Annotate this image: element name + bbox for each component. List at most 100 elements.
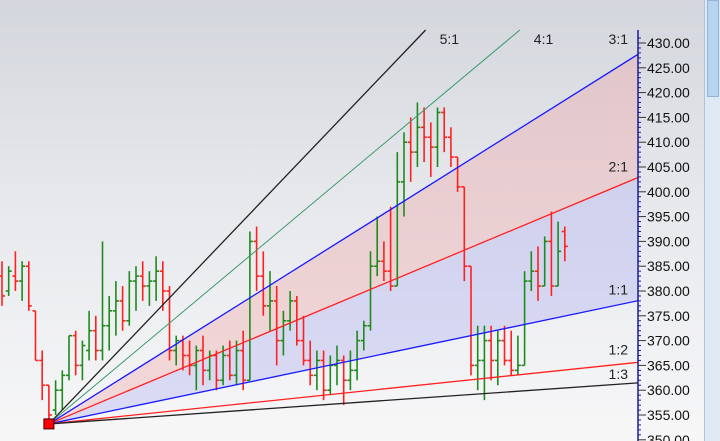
gann-label-5x1: 5:1	[440, 31, 460, 47]
ohlc-bar	[32, 310, 39, 362]
ohlc-bar	[119, 286, 126, 331]
y-tick-label: 360.00	[647, 382, 690, 398]
ohlc-bar	[92, 315, 99, 361]
ohlc-bar	[200, 335, 206, 386]
ohlc-bar	[25, 261, 32, 311]
ohlc-bar	[514, 335, 521, 376]
ohlc-bar	[360, 320, 367, 351]
y-tick-label: 370.00	[647, 333, 690, 349]
ohlc-bar	[72, 330, 79, 376]
ohlc-bar	[12, 251, 19, 291]
y-tick-label: 430.00	[647, 35, 690, 51]
ohlc-bar	[260, 251, 267, 316]
ohlc-bar	[401, 132, 407, 217]
ohlc-bar	[313, 350, 320, 391]
ohlc-bar	[541, 236, 548, 287]
y-tick-label: 420.00	[647, 85, 690, 101]
y-tick-label: 415.00	[647, 109, 690, 125]
y-tick-label: 405.00	[647, 159, 690, 175]
ohlc-bar	[347, 350, 354, 391]
ohlc-bar	[461, 186, 468, 282]
ohlc-bar	[193, 345, 200, 391]
ohlc-bar	[434, 107, 441, 167]
ohlc-bar	[86, 310, 93, 361]
ohlc-bar	[146, 271, 153, 306]
gann-line-5x1	[48, 29, 427, 425]
y-tick-label: 385.00	[647, 258, 690, 274]
gann-label-1x2: 1:2	[609, 341, 629, 357]
ohlc-bar	[267, 271, 273, 331]
gann-label-4x1: 4:1	[534, 31, 554, 47]
gann-label-1x3: 1:3	[609, 366, 629, 382]
ohlc-bar	[447, 127, 454, 167]
ohlc-bar	[320, 350, 327, 401]
ohlc-bar	[126, 271, 133, 326]
ohlc-bar	[494, 330, 501, 386]
ohlc-bar	[394, 152, 401, 287]
ohlc-bar	[5, 266, 12, 296]
y-tick-label: 380.00	[647, 283, 690, 299]
ohlc-bar	[300, 315, 307, 366]
ohlc-bar	[59, 370, 66, 411]
ohlc-bar	[173, 335, 180, 366]
ohlc-bar	[273, 286, 280, 366]
ohlc-bar	[19, 261, 26, 301]
gann-line-1x3	[48, 382, 639, 425]
y-tick-label: 355.00	[647, 407, 690, 423]
gann-label-3x1: 3:1	[609, 31, 629, 47]
gann-line-3x1	[48, 53, 639, 425]
ohlc-bar	[535, 246, 541, 301]
ohlc-bar	[45, 384, 52, 425]
ohlc-bar	[159, 261, 166, 311]
ohlc-bar	[454, 156, 461, 192]
ohlc-bar	[521, 271, 528, 367]
ohlc-bar	[133, 266, 139, 311]
ohlc-bar	[52, 380, 59, 415]
y-tick-label: 390.00	[647, 233, 690, 249]
ohlc-bar	[0, 261, 5, 306]
ohlc-bar	[555, 221, 562, 287]
ohlc-bar	[139, 261, 146, 301]
y-tick-label: 410.00	[647, 134, 690, 150]
ohlc-bar	[39, 350, 46, 401]
ohlc-bar	[441, 107, 448, 153]
ohlc-bar	[561, 226, 568, 262]
ohlc-bar	[287, 291, 294, 331]
y-tick-label: 350.00	[647, 432, 690, 441]
ohlc-bar	[112, 281, 119, 336]
ohlc-bar	[481, 325, 488, 401]
ohlc-bar	[380, 241, 387, 282]
gann-line-1x1	[48, 300, 639, 425]
ohlc-bar	[280, 310, 287, 356]
ohlc-bar	[427, 122, 434, 177]
ohlc-bar	[387, 206, 394, 291]
y-tick-label: 400.00	[647, 184, 690, 200]
ohlc-bar	[421, 107, 428, 163]
ohlc-bar	[340, 355, 347, 406]
ohlc-bar	[220, 345, 227, 386]
ohlc-bar	[99, 241, 106, 361]
fan-origin-handle[interactable]	[43, 418, 55, 430]
ohlc-bar	[106, 295, 113, 351]
gann-line-1x2	[48, 361, 639, 425]
vertical-scrollbar[interactable]	[704, 0, 720, 441]
ohlc-bar	[253, 226, 260, 291]
gann-line-2x1	[48, 176, 639, 425]
ohlc-bar	[240, 330, 247, 391]
y-tick-label: 365.00	[647, 357, 690, 373]
gann-line-4x1	[48, 29, 521, 425]
ohlc-bar	[354, 330, 361, 381]
ohlc-bar	[468, 265, 474, 376]
ohlc-bar	[474, 325, 481, 391]
ohlc-bar	[79, 340, 86, 381]
ohlc-bar	[374, 216, 381, 277]
ohlc-bar	[233, 340, 240, 386]
ohlc-bar	[407, 117, 414, 182]
y-tick-label: 375.00	[647, 308, 690, 324]
scrollbar-thumb[interactable]	[707, 0, 719, 97]
ohlc-bar	[548, 211, 555, 296]
y-tick-label: 425.00	[647, 60, 690, 76]
ohlc-bar	[153, 256, 160, 301]
